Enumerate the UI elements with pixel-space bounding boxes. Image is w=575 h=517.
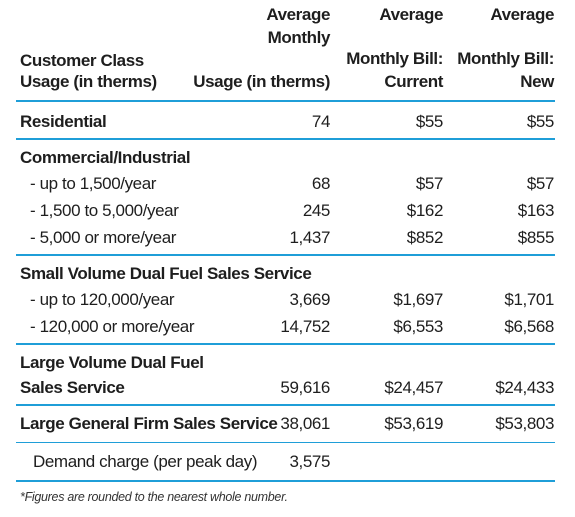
row-usage: 14,752 bbox=[280, 317, 330, 336]
row-new-bill: $53,803 bbox=[495, 414, 554, 433]
row-usage: 38,061 bbox=[280, 414, 330, 433]
row-usage: 1,437 bbox=[289, 228, 330, 247]
row-current-bill: $57 bbox=[415, 174, 444, 193]
section-rule bbox=[16, 343, 555, 345]
section-rule bbox=[16, 404, 555, 406]
row-label: Residential bbox=[20, 112, 107, 131]
footnote: *Figures are rounded to the nearest whol… bbox=[20, 490, 288, 504]
row-new-bill: $57 bbox=[526, 174, 555, 193]
row-current-bill: $162 bbox=[406, 201, 444, 220]
header-usage-line3: Usage (in therms) bbox=[193, 72, 330, 91]
row-usage: 59,616 bbox=[280, 378, 330, 397]
row-new-bill: $6,568 bbox=[504, 317, 554, 336]
row-current-bill: $53,619 bbox=[384, 414, 443, 433]
row-label: - 1,500 to 5,000/year bbox=[30, 201, 179, 220]
header-current-line1: Average bbox=[379, 5, 443, 24]
row-current-bill: $55 bbox=[415, 112, 444, 131]
section-rule bbox=[16, 254, 555, 256]
row-label: Demand charge (per peak day) bbox=[33, 452, 258, 471]
row-new-bill: $1,701 bbox=[504, 290, 554, 309]
row-label: - up to 1,500/year bbox=[30, 174, 157, 193]
row-current-bill: $1,697 bbox=[393, 290, 443, 309]
row-usage: 74 bbox=[311, 112, 331, 131]
header-new-line1: Average bbox=[490, 5, 554, 24]
row-usage: 68 bbox=[311, 174, 331, 193]
section-rule bbox=[16, 138, 555, 140]
row-label: - 120,000 or more/year bbox=[30, 317, 195, 336]
row-current-bill: $24,457 bbox=[384, 378, 443, 397]
row-usage: 3,669 bbox=[289, 290, 330, 309]
section-title: Small Volume Dual Fuel Sales Service bbox=[20, 264, 312, 283]
row-current-bill: $852 bbox=[406, 228, 444, 247]
row-new-bill: $24,433 bbox=[495, 378, 554, 397]
row-label: - 5,000 or more/year bbox=[30, 228, 177, 247]
header-usage-line1: Average bbox=[266, 5, 330, 24]
row-usage: 3,575 bbox=[289, 452, 330, 471]
header-rule bbox=[16, 100, 555, 102]
row-new-bill: $55 bbox=[526, 112, 555, 131]
section-title: Commercial/Industrial bbox=[20, 148, 191, 167]
row-current-bill: $6,553 bbox=[393, 317, 443, 336]
header-usage-line2: Monthly bbox=[267, 28, 331, 47]
row-label: Large General Firm Sales Service bbox=[20, 414, 278, 433]
row-label: - up to 120,000/year bbox=[30, 290, 175, 309]
section-title: Large Volume Dual Fuel bbox=[20, 353, 204, 372]
table-bottom-rule bbox=[16, 480, 555, 482]
header-customer-class: Customer Class bbox=[20, 51, 144, 70]
row-new-bill: $163 bbox=[517, 201, 555, 220]
section-rule bbox=[16, 442, 555, 443]
header-new-line3: New bbox=[520, 72, 554, 91]
header-current-line2: Monthly Bill: bbox=[346, 49, 443, 68]
row-new-bill: $855 bbox=[517, 228, 555, 247]
header-current-line3: Current bbox=[384, 72, 443, 91]
header-new-line2: Monthly Bill: bbox=[457, 49, 554, 68]
header-customer-usage: Usage (in therms) bbox=[20, 72, 157, 91]
row-label: Sales Service bbox=[20, 378, 125, 397]
row-usage: 245 bbox=[302, 201, 331, 220]
